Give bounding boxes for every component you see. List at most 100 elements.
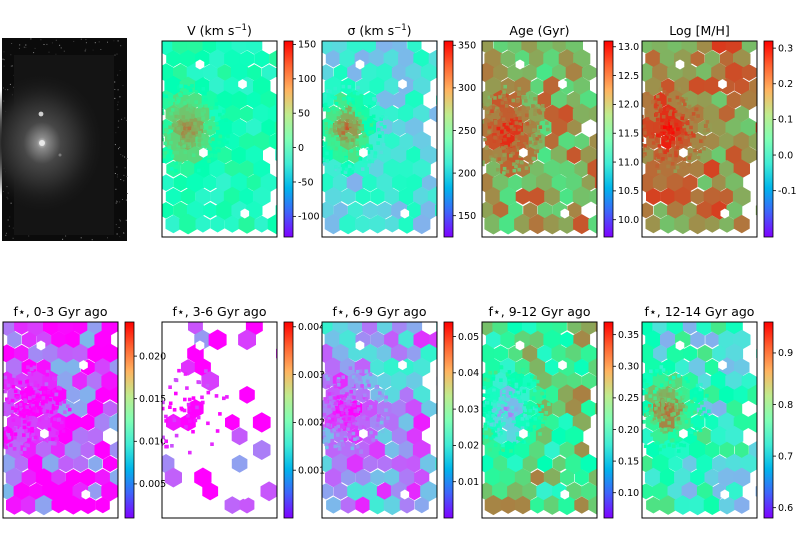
fine-bin	[27, 428, 31, 432]
noise-pixel	[124, 117, 126, 119]
fine-bin	[503, 97, 508, 101]
bin	[239, 132, 255, 151]
fine-bin	[642, 143, 644, 147]
fine-bin	[162, 435, 165, 440]
fine-bin	[384, 395, 388, 400]
bin	[507, 41, 524, 55]
fine-bin	[486, 378, 490, 382]
fine-bin	[162, 135, 164, 140]
bin	[376, 89, 394, 111]
fine-bin	[664, 377, 669, 382]
fine-bin	[311, 411, 315, 415]
masked-bin	[679, 147, 688, 158]
fine-bin	[333, 401, 338, 406]
masked-bin	[238, 79, 247, 90]
fine-bin	[706, 128, 710, 132]
fine-bin	[518, 373, 523, 377]
bin	[537, 118, 553, 137]
fine-bin	[697, 390, 701, 394]
fine-bin	[349, 402, 353, 407]
fine-bin	[646, 161, 651, 166]
bin	[551, 173, 568, 192]
fine-bin	[685, 120, 690, 125]
fine-bin	[648, 394, 653, 398]
bin	[725, 453, 744, 474]
fine-bin	[482, 403, 486, 408]
fine-bin	[352, 106, 356, 111]
bin	[109, 441, 118, 459]
fine-bin	[222, 114, 227, 119]
fine-bin	[183, 130, 188, 135]
bin	[339, 329, 357, 350]
fine-bin	[681, 137, 686, 142]
bin	[733, 131, 751, 151]
fine-bin	[527, 415, 532, 419]
bin	[529, 330, 546, 349]
fine-bin	[482, 412, 486, 417]
fine-bin	[340, 411, 345, 415]
bin	[252, 103, 271, 125]
fine-bin	[352, 90, 357, 95]
bin	[674, 76, 692, 97]
bin	[588, 495, 597, 515]
fine-bin	[158, 411, 162, 415]
fine-bin	[198, 113, 202, 118]
fine-bin	[506, 133, 511, 138]
bin	[162, 454, 175, 474]
fine-bin	[674, 150, 678, 155]
fine-bin	[682, 118, 687, 123]
bin	[88, 455, 103, 472]
fine-bin	[698, 428, 703, 433]
fine-bin	[191, 396, 196, 400]
bin	[385, 215, 400, 233]
fine-bin	[371, 114, 376, 119]
fine-bin	[507, 370, 512, 374]
bin	[581, 322, 597, 336]
fine-bin	[351, 418, 355, 423]
fine-bin	[33, 412, 38, 417]
bin	[274, 121, 277, 135]
fine-bin	[382, 125, 387, 129]
fine-bin	[0, 416, 2, 420]
fine-bin	[666, 392, 670, 397]
fine-bin	[354, 377, 358, 381]
bin	[413, 385, 431, 405]
bin	[529, 440, 546, 460]
bin	[565, 343, 584, 364]
fine-bin	[500, 130, 504, 134]
noise-pixel	[48, 51, 50, 53]
noise-pixel	[23, 46, 25, 48]
fine-bin	[345, 411, 349, 415]
bin	[733, 413, 750, 432]
bin	[741, 372, 757, 390]
fine-bin	[511, 98, 516, 103]
bin	[733, 329, 751, 350]
masked-bin	[400, 208, 410, 219]
masked-bin	[558, 79, 567, 90]
bin	[492, 173, 509, 193]
bin	[407, 201, 422, 219]
fine-bin	[509, 147, 514, 152]
fine-bin	[687, 130, 692, 135]
fine-bin	[342, 411, 347, 416]
bin	[50, 358, 67, 377]
bin	[339, 48, 357, 69]
colorbar-tick-label: 0.6	[778, 503, 793, 514]
fine-bin	[676, 443, 681, 447]
fine-bin	[13, 435, 17, 440]
bin	[239, 386, 255, 404]
fine-bin	[206, 154, 211, 158]
fine-bin	[310, 125, 314, 129]
fine-bin	[532, 137, 537, 141]
fine-bin	[192, 142, 196, 147]
bin	[377, 322, 393, 336]
bin	[261, 64, 277, 81]
fine-bin	[179, 103, 183, 108]
fine-bin	[702, 129, 707, 133]
fine-bin	[45, 369, 50, 374]
noise-pixel	[94, 42, 96, 44]
fine-bin	[376, 127, 381, 132]
panel-frame	[161, 321, 278, 519]
fine-bin	[654, 407, 658, 411]
fine-bin	[673, 399, 678, 403]
